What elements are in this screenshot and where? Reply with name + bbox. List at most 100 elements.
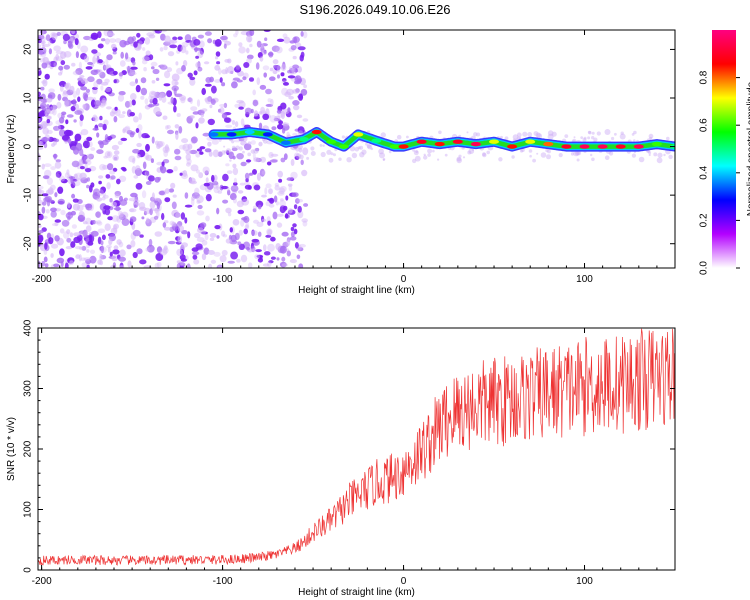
noise-speckle [177,235,183,244]
noise-speckle [262,65,270,71]
noise-speckle [158,94,163,101]
noise-speckle [302,220,308,227]
noise-speckle [119,249,126,257]
noise-speckle [140,95,145,100]
noise-speckle [89,255,97,264]
noise-speckle [119,265,125,268]
noise-speckle [142,47,146,51]
noise-speckle [74,38,79,46]
noise-speckle [61,111,67,116]
noise-speckle [253,219,259,224]
noise-speckle [238,229,243,236]
halo-speckle [330,152,334,156]
halo-speckle [604,155,610,160]
noise-speckle [179,248,185,256]
noise-speckle [79,246,83,251]
noise-speckle [205,77,212,83]
noise-speckle [145,217,150,224]
noise-speckle [179,265,184,268]
halo-speckle [631,153,637,158]
noise-speckle [99,115,103,121]
noise-speckle [303,203,309,207]
noise-speckle [236,153,244,160]
noise-speckle [96,221,103,226]
noise-speckle [102,123,107,131]
noise-speckle [191,195,195,201]
noise-speckle [38,114,43,123]
noise-speckle [131,99,136,106]
noise-speckle [91,220,96,225]
noise-speckle [82,140,91,149]
noise-speckle [106,106,112,110]
noise-speckle [212,149,219,158]
halo-speckle [310,151,316,156]
noise-speckle [54,138,60,143]
halo-speckle [359,145,364,150]
noise-speckle [266,161,272,166]
noise-speckle [298,93,304,101]
noise-speckle [178,144,186,150]
noise-speckle [225,207,232,214]
noise-speckle [292,223,297,228]
halo-speckle [328,157,334,163]
noise-speckle [112,249,120,255]
noise-speckle [99,189,105,194]
halo-speckle [638,156,645,163]
noise-speckle [97,69,103,76]
halo-speckle [341,135,345,139]
noise-speckle [58,175,66,182]
noise-speckle [166,67,173,73]
noise-speckle [288,208,293,214]
noise-speckle [92,86,98,90]
halo-speckle [486,150,491,155]
halo-speckle [333,153,336,157]
noise-speckle [255,249,262,253]
noise-speckle [154,176,161,183]
noise-speckle [280,64,287,71]
noise-speckle [72,70,81,76]
halo-speckle [668,154,673,160]
noise-speckle [253,116,260,120]
x-axis-label: Height of straight line (km) [298,285,415,296]
halo-speckle [319,144,323,147]
noise-speckle [148,175,155,182]
noise-speckle [225,124,233,128]
noise-speckle [54,192,58,198]
noise-speckle [46,177,54,186]
noise-speckle [72,98,77,107]
noise-speckle [181,242,189,248]
noise-speckle [85,66,93,70]
halo-speckle [666,136,670,141]
noise-speckle [203,182,210,187]
halo-speckle [413,150,419,156]
halo-speckle [580,136,584,140]
noise-speckle [154,231,163,237]
noise-speckle [260,106,265,114]
halo-speckle [361,149,367,155]
ridge-point [434,141,445,147]
noise-speckle [244,172,250,180]
halo-speckle [588,131,592,135]
noise-speckle [44,110,48,116]
noise-speckle [54,219,61,223]
halo-speckle [382,157,386,161]
noise-speckle [112,154,119,161]
noise-speckle [246,54,254,60]
noise-speckle [44,195,52,202]
noise-speckle [263,251,271,256]
noise-speckle [145,247,150,252]
noise-speckle [267,98,272,103]
noise-speckle [223,43,227,49]
noise-speckle [161,96,167,103]
noise-speckle [180,258,187,262]
noise-speckle [80,128,89,136]
ridge-point [389,144,400,149]
halo-speckle [247,152,252,157]
noise-speckle [184,34,192,42]
noise-speckle [202,132,210,137]
noise-speckle [245,221,249,228]
noise-speckle [80,45,89,53]
noise-speckle [285,195,289,201]
noise-speckle [175,212,181,218]
ridge-point [633,144,644,149]
